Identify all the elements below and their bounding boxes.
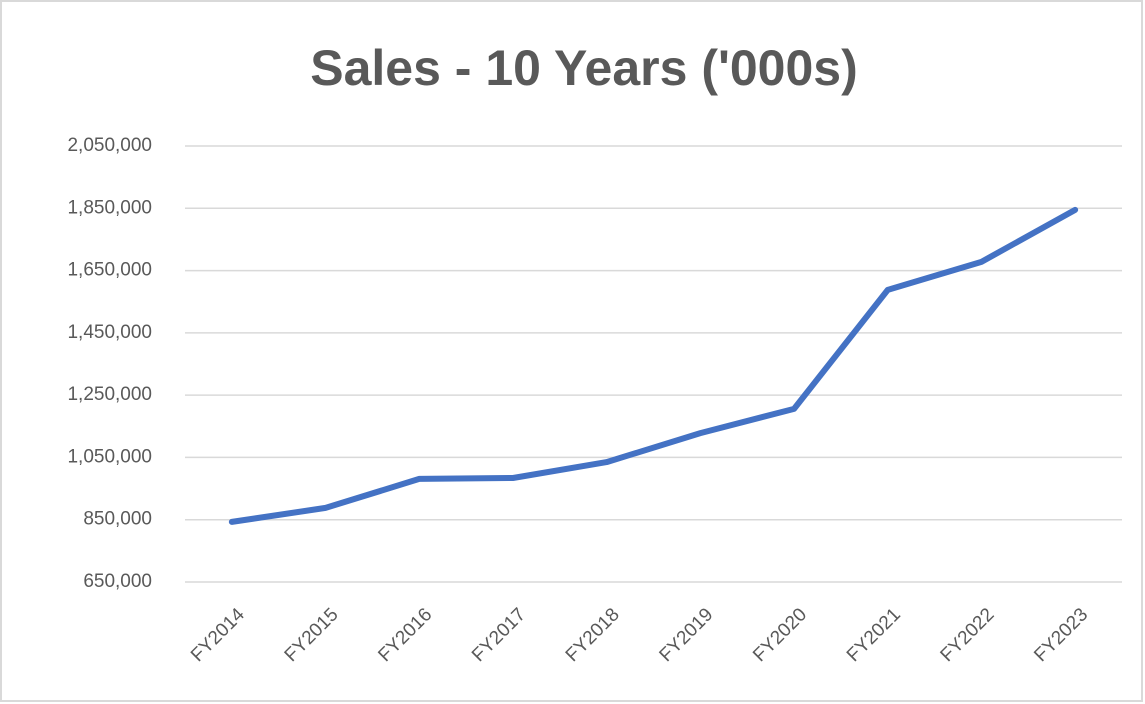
y-tick-label: 650,000: [83, 571, 152, 592]
y-tick-label: 2,050,000: [67, 135, 152, 156]
y-tick-label: 850,000: [83, 509, 152, 530]
y-tick-label: 1,450,000: [67, 322, 152, 343]
y-tick-label: 1,650,000: [67, 260, 152, 281]
chart-title: Sales - 10 Years ('000s): [310, 40, 858, 96]
y-tick-label: 1,850,000: [67, 197, 152, 218]
y-tick-label: 1,050,000: [67, 446, 152, 467]
data-line: [228, 206, 1079, 525]
y-tick-label: 1,250,000: [67, 384, 152, 405]
